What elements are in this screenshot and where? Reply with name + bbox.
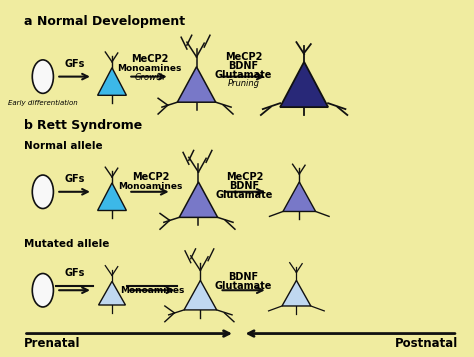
Ellipse shape: [32, 60, 54, 93]
Ellipse shape: [32, 273, 54, 307]
Text: Mutated allele: Mutated allele: [24, 239, 109, 249]
Text: BDNF: BDNF: [229, 181, 260, 191]
Text: b: b: [24, 119, 33, 132]
Text: Glutamate: Glutamate: [216, 190, 273, 200]
Text: MeCP2: MeCP2: [132, 172, 169, 182]
Text: MeCP2: MeCP2: [225, 52, 262, 62]
Polygon shape: [283, 182, 316, 211]
Text: Monoamines: Monoamines: [118, 182, 182, 191]
Text: MeCP2: MeCP2: [131, 54, 168, 64]
Text: GFs: GFs: [64, 268, 85, 278]
Polygon shape: [98, 68, 127, 95]
Polygon shape: [282, 280, 311, 306]
Text: Glutamate: Glutamate: [215, 70, 272, 80]
Polygon shape: [184, 280, 217, 310]
Text: Normal allele: Normal allele: [24, 141, 102, 151]
Polygon shape: [98, 183, 127, 211]
Text: Glutamate: Glutamate: [215, 281, 272, 291]
Text: GFs: GFs: [64, 174, 85, 184]
Text: Early differentiation: Early differentiation: [8, 100, 78, 106]
Text: Growth: Growth: [134, 72, 164, 81]
Polygon shape: [177, 67, 216, 102]
Text: BDNF: BDNF: [228, 61, 259, 71]
Text: Monoamines: Monoamines: [117, 64, 182, 73]
Polygon shape: [99, 281, 126, 305]
Text: Prenatal: Prenatal: [24, 337, 80, 350]
Polygon shape: [280, 62, 328, 107]
Text: Normal Development: Normal Development: [37, 15, 185, 27]
Text: Rett Syndrome: Rett Syndrome: [37, 119, 142, 132]
Text: Pruning: Pruning: [228, 79, 260, 89]
Text: Monoamines: Monoamines: [120, 286, 184, 295]
Text: a: a: [24, 15, 32, 27]
Text: MeCP2: MeCP2: [226, 172, 263, 182]
Polygon shape: [179, 182, 218, 217]
Text: GFs: GFs: [64, 59, 85, 69]
Text: Postnatal: Postnatal: [394, 337, 458, 350]
Text: BDNF: BDNF: [228, 272, 259, 282]
Ellipse shape: [32, 175, 54, 208]
